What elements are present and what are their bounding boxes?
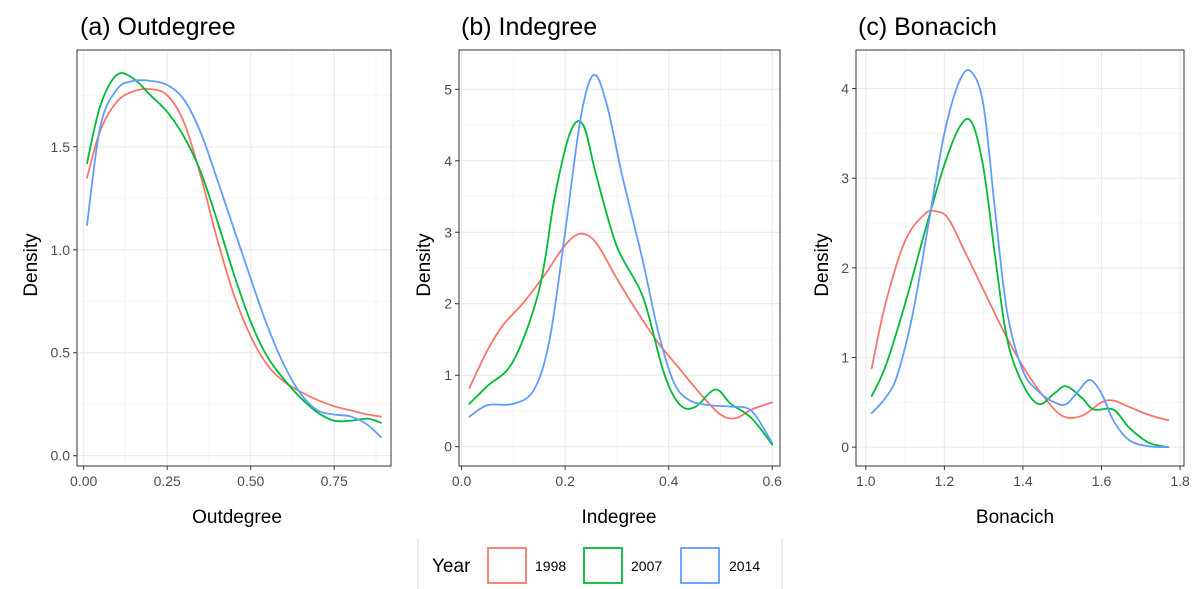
legend-label-1998: 1998 bbox=[535, 558, 566, 574]
series-line-2007 bbox=[86, 72, 382, 424]
panel-a-y-title: Density bbox=[21, 233, 42, 297]
y-tick-label: 2 bbox=[444, 296, 452, 312]
y-tick-label: 1.0 bbox=[51, 242, 71, 258]
x-tick-label: 0.2 bbox=[555, 473, 575, 489]
panel-background bbox=[77, 50, 391, 466]
x-tick-label: 0.4 bbox=[659, 473, 679, 489]
y-tick-label: 4 bbox=[444, 153, 452, 169]
legend: Year 1998 2007 2014 bbox=[417, 538, 783, 589]
panel-c-x-title: Bonacich bbox=[976, 507, 1054, 528]
panel-a-grid bbox=[77, 50, 391, 466]
panel-a-lines bbox=[86, 72, 382, 439]
y-tick-label: 0.0 bbox=[51, 448, 71, 464]
series-line-1998 bbox=[870, 209, 1170, 422]
panel-a-x-title: Outdegree bbox=[192, 507, 282, 528]
series-line-2007 bbox=[468, 120, 774, 446]
panel-a-x-ticks: 0.00 0.25 0.50 0.75 bbox=[70, 466, 348, 489]
y-tick-label: 3 bbox=[841, 170, 849, 186]
panel-c-x-ticks: 1.0 1.2 1.4 1.6 1.8 bbox=[856, 466, 1190, 489]
panel-c-y-title: Density bbox=[812, 233, 833, 297]
x-tick-label: 0.6 bbox=[762, 473, 782, 489]
y-tick-label: 4 bbox=[841, 81, 849, 97]
series-line-1998 bbox=[86, 87, 382, 418]
x-tick-label: 0.0 bbox=[452, 473, 472, 489]
series-line-2014 bbox=[870, 69, 1170, 449]
panel-b-lines bbox=[468, 73, 774, 446]
x-tick-label: 0.00 bbox=[70, 473, 97, 489]
legend-key-2007 bbox=[583, 547, 623, 584]
panel-b-x-title: Indegree bbox=[581, 507, 656, 528]
panel-a-title: (a) Outdegree bbox=[80, 13, 236, 41]
x-tick-label: 0.75 bbox=[321, 473, 348, 489]
panel-c-lines bbox=[870, 69, 1170, 449]
x-tick-label: 0.25 bbox=[154, 473, 181, 489]
panel-b-grid bbox=[459, 50, 780, 466]
series-line-2014 bbox=[468, 73, 774, 445]
panel-background bbox=[459, 50, 780, 466]
legend-key-2014 bbox=[680, 547, 720, 584]
panel-c-border bbox=[855, 49, 1185, 467]
panel-b-title: (b) Indegree bbox=[461, 13, 597, 41]
panel-background bbox=[856, 50, 1184, 466]
y-tick-label: 5 bbox=[444, 81, 452, 97]
panel-c-grid bbox=[856, 50, 1184, 466]
panel-b-y-ticks: 0 1 2 3 4 5 bbox=[444, 81, 459, 455]
y-tick-label: 0 bbox=[444, 439, 452, 455]
panel-c-y-ticks: 0 1 2 3 4 bbox=[841, 81, 856, 455]
legend-key-1998 bbox=[487, 547, 527, 584]
panel-a-border bbox=[76, 49, 392, 467]
panel-a-y-ticks: 0.0 0.5 1.0 1.5 bbox=[51, 139, 77, 464]
panel-c-title: (c) Bonacich bbox=[858, 13, 997, 41]
y-tick-label: 2 bbox=[841, 260, 849, 276]
y-tick-label: 0 bbox=[841, 439, 849, 455]
panel-b-y-title: Density bbox=[414, 233, 435, 297]
y-tick-label: 0.5 bbox=[51, 345, 71, 361]
panel-b-border bbox=[458, 49, 781, 467]
y-tick-label: 1.5 bbox=[51, 139, 71, 155]
y-tick-label: 1 bbox=[444, 367, 452, 383]
series-line-2014 bbox=[86, 79, 382, 439]
legend-label-2014: 2014 bbox=[729, 558, 760, 574]
x-tick-label: 0.50 bbox=[237, 473, 264, 489]
x-tick-label: 1.2 bbox=[935, 473, 955, 489]
y-tick-label: 1 bbox=[841, 350, 849, 366]
x-tick-label: 1.6 bbox=[1092, 473, 1112, 489]
panel-b-x-ticks: 0.0 0.2 0.4 0.6 bbox=[452, 466, 782, 489]
series-line-1998 bbox=[468, 232, 774, 420]
legend-items: 1998 2007 2014 bbox=[487, 547, 760, 584]
x-tick-label: 1.8 bbox=[1170, 473, 1190, 489]
panel-indegree: (b) Indegree 0.0 0.2 0.4 0.6 0 1 2 3 4 5 Indegre… bbox=[414, 13, 782, 528]
panel-outdegree: (a) Outdegree 0.00 0.25 0.50 0.75 0.0 0.5 1.0… bbox=[21, 13, 392, 528]
legend-label-2007: 2007 bbox=[631, 558, 662, 574]
panel-bonacich: (c) Bonacich 1.0 1.2 1.4 1.6 1.8 0 1 2 3 4 Bonac… bbox=[812, 13, 1190, 528]
x-tick-label: 1.0 bbox=[856, 473, 876, 489]
legend-title: Year bbox=[432, 556, 471, 577]
y-tick-label: 3 bbox=[444, 224, 452, 240]
x-tick-label: 1.4 bbox=[1013, 473, 1033, 489]
